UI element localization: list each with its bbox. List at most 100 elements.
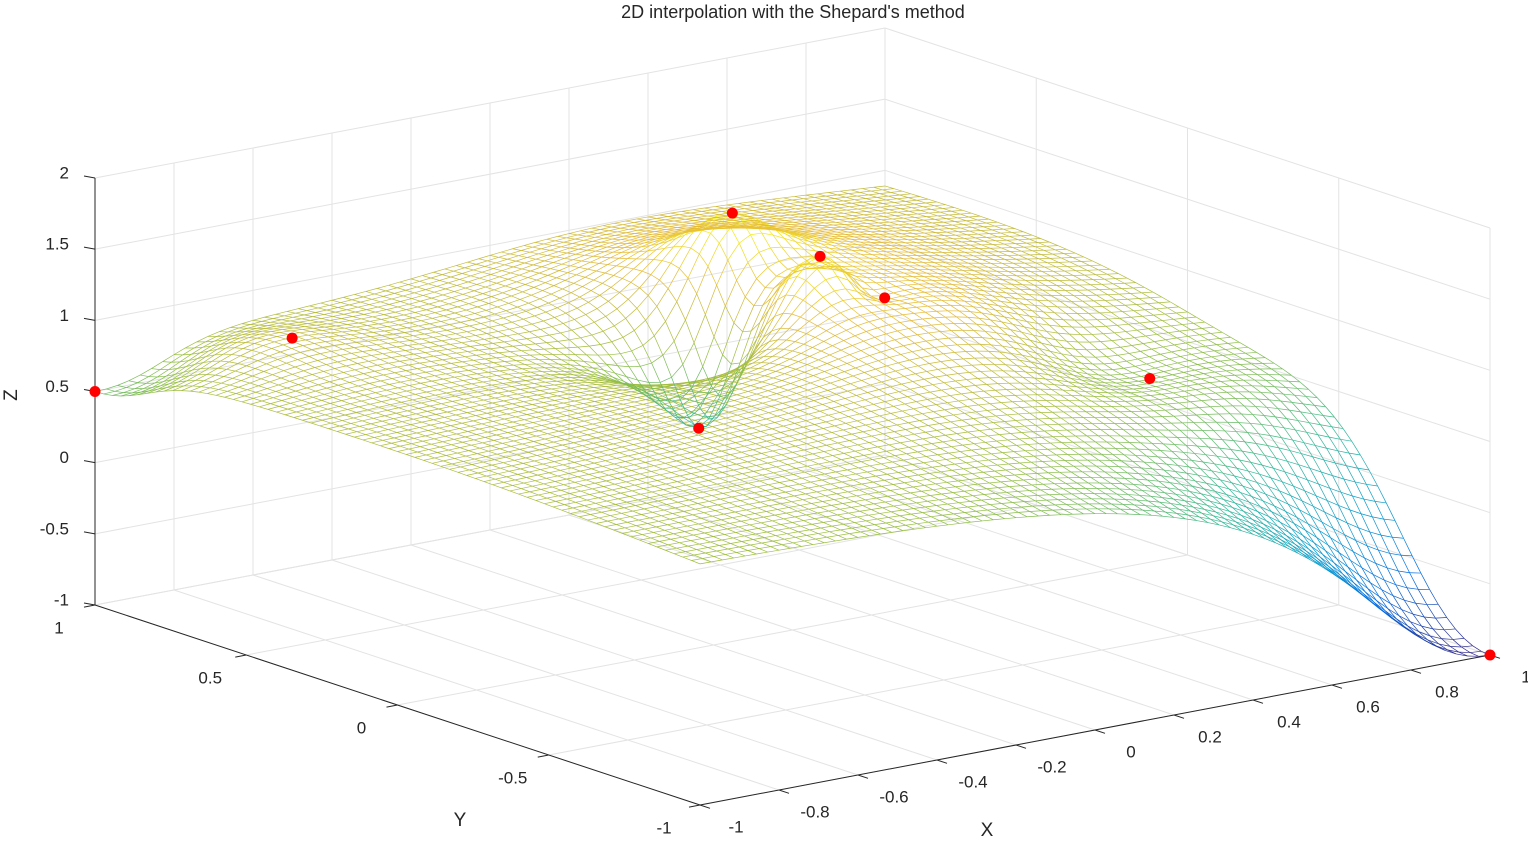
mesh-line — [511, 384, 523, 387]
mesh-line — [435, 394, 444, 399]
x-tick-label: 0.8 — [1435, 682, 1459, 701]
mesh-line — [536, 435, 546, 440]
mesh-line — [611, 403, 624, 407]
mesh-line — [428, 364, 440, 368]
mesh-line — [464, 267, 474, 271]
mesh-line — [641, 511, 653, 515]
mesh-line — [600, 406, 612, 410]
mesh-line — [183, 380, 196, 387]
mesh-line — [950, 496, 962, 499]
mesh-line — [363, 314, 373, 318]
mesh-line — [403, 376, 413, 381]
mesh-line — [426, 389, 438, 393]
mesh-line — [385, 348, 395, 353]
mesh-line — [953, 513, 963, 519]
mesh-line — [516, 377, 526, 381]
mesh-line — [296, 324, 305, 327]
x-tick-label: -0.8 — [800, 802, 829, 821]
x-tick-label: -0.2 — [1037, 757, 1066, 776]
mesh-line — [430, 424, 440, 429]
mesh-line — [406, 388, 418, 392]
mesh-line — [784, 468, 797, 471]
mesh-line — [541, 354, 551, 360]
mesh-line — [338, 321, 348, 325]
mesh-line — [258, 321, 271, 326]
mesh-line — [643, 485, 655, 489]
mesh-line — [771, 402, 783, 407]
mesh-line — [679, 542, 689, 547]
mesh-line — [348, 337, 360, 340]
mesh-line — [391, 357, 401, 362]
mesh-line — [726, 438, 736, 443]
mesh-line — [589, 426, 602, 430]
mesh-line — [515, 477, 527, 481]
mesh-line — [352, 375, 361, 381]
mesh-line — [191, 368, 201, 371]
mesh-line — [954, 438, 966, 441]
mesh-line — [696, 549, 706, 554]
mesh-line — [610, 446, 623, 450]
mesh-line — [752, 356, 765, 364]
mesh-line — [225, 335, 234, 337]
mesh-line — [475, 335, 485, 340]
mesh-line — [476, 431, 488, 435]
mesh-line — [984, 514, 997, 516]
mesh-line — [829, 529, 841, 533]
mesh-line — [570, 445, 583, 449]
mesh-line — [638, 433, 648, 437]
mesh-line — [422, 357, 432, 362]
mesh-line — [578, 514, 591, 518]
mesh-line — [163, 379, 173, 382]
mesh-line — [417, 449, 429, 453]
mesh-line — [621, 510, 633, 514]
mesh-line — [660, 376, 672, 383]
mesh-line — [484, 358, 494, 363]
mesh-line — [220, 354, 233, 362]
mesh-line — [316, 336, 329, 339]
mesh-line — [709, 432, 719, 437]
mesh-line — [547, 433, 557, 437]
mesh-line — [782, 495, 795, 499]
mesh-line — [512, 401, 524, 405]
mesh-line — [449, 324, 459, 329]
mesh-line — [746, 439, 756, 444]
mesh-line — [506, 335, 516, 341]
mesh-line — [440, 382, 452, 385]
mesh-line — [527, 359, 537, 365]
mesh-line — [578, 410, 590, 414]
mesh-line — [560, 467, 572, 471]
mesh-line — [946, 480, 959, 483]
mesh-line — [1020, 485, 1030, 491]
mesh-line — [548, 470, 561, 474]
mesh-line — [817, 510, 829, 514]
mesh-line — [554, 481, 564, 486]
mesh-line — [740, 430, 750, 435]
mesh-line — [583, 482, 595, 486]
mesh-line — [775, 442, 787, 446]
mesh-line — [366, 306, 378, 310]
mesh-line — [750, 453, 762, 457]
mesh-line — [621, 424, 633, 428]
mesh-line — [314, 364, 327, 368]
mesh-line — [327, 323, 337, 327]
mesh-line — [894, 524, 906, 528]
mesh-line — [520, 326, 530, 333]
mesh-line — [900, 464, 913, 467]
mesh-line — [362, 349, 375, 352]
mesh-line — [401, 336, 411, 341]
mesh-line — [271, 344, 284, 349]
mesh-line — [530, 427, 540, 432]
mesh-line — [771, 499, 781, 505]
mesh-line — [902, 435, 912, 442]
mesh-line — [629, 411, 638, 415]
mesh-line — [785, 396, 795, 401]
mesh-line — [546, 340, 558, 344]
mesh-line — [482, 362, 494, 365]
mesh-line — [1043, 504, 1056, 506]
mesh-line — [668, 401, 678, 417]
mesh-line — [521, 349, 533, 352]
mesh-line — [496, 357, 505, 362]
mesh-line — [622, 389, 632, 393]
mesh-line — [177, 375, 190, 383]
mesh-line — [914, 456, 927, 459]
